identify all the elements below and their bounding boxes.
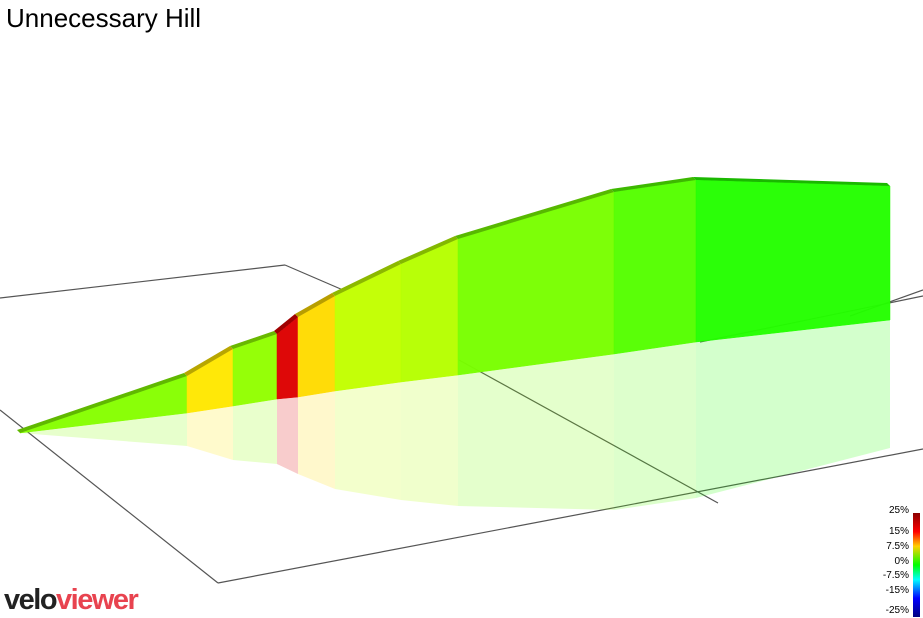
logo-viewer: viewer: [56, 584, 139, 616]
profile-top-segment-6: [332, 261, 401, 296]
gradient-legend: 25% 15% 7.5% 0% -7.5% -15% -25%: [866, 505, 923, 618]
reflection-segment-6: [335, 382, 401, 500]
reflection-segment-9: [614, 342, 696, 510]
legend-tick: 7.5%: [886, 541, 909, 552]
reflection-segment-4: [277, 397, 298, 474]
reflection-segment-7: [401, 375, 458, 506]
profile-segment-9[interactable]: [613, 179, 697, 355]
veloviewer-logo[interactable]: veloviewer: [4, 584, 139, 617]
grid-line-2: [0, 409, 219, 584]
profile-top-segment-9: [611, 177, 696, 192]
reflection-segment-1: [20, 413, 187, 446]
profile-segment-8[interactable]: [457, 191, 615, 376]
profile-top-segment-5: [295, 293, 335, 317]
profile-segment-6[interactable]: [334, 263, 402, 392]
profile-top-segment-3: [230, 331, 277, 349]
grid-line-0: [0, 264, 286, 299]
reflection-segment-2: [187, 406, 233, 460]
grid-line-3: [217, 448, 923, 584]
legend-tick: 15%: [888, 526, 909, 537]
legend-tick: -25%: [885, 605, 909, 616]
gradient-color-bar: [913, 513, 920, 617]
reflection-segment-3: [233, 399, 277, 464]
profile-top-segment-2: [184, 346, 233, 376]
legend-tick: 0%: [894, 556, 909, 567]
profile-segment-10[interactable]: [695, 179, 891, 343]
profile-top-segment-4: [274, 314, 298, 334]
legend-tick: 25%: [888, 505, 909, 516]
profile-reflection: [20, 320, 890, 510]
reflection-segment-10: [696, 320, 890, 498]
legend-tick: -7.5%: [882, 570, 909, 581]
reflection-segment-5: [298, 391, 335, 489]
profile-segment-7[interactable]: [400, 238, 459, 383]
profile-top-segment-7: [398, 236, 458, 264]
legend-tick: -15%: [885, 585, 909, 596]
grid-line-4: [458, 359, 719, 504]
profile-top-edge: [17, 177, 890, 433]
reflection-segment-8: [458, 354, 614, 510]
logo-velo: velo: [4, 584, 58, 616]
profile-top-segment-8: [455, 189, 614, 239]
grid-line-1: [284, 264, 344, 291]
profile-top-segment-1: [17, 373, 187, 433]
chart-title: Unnecessary Hill: [6, 3, 202, 33]
profile-top-segment-10: [693, 177, 890, 186]
